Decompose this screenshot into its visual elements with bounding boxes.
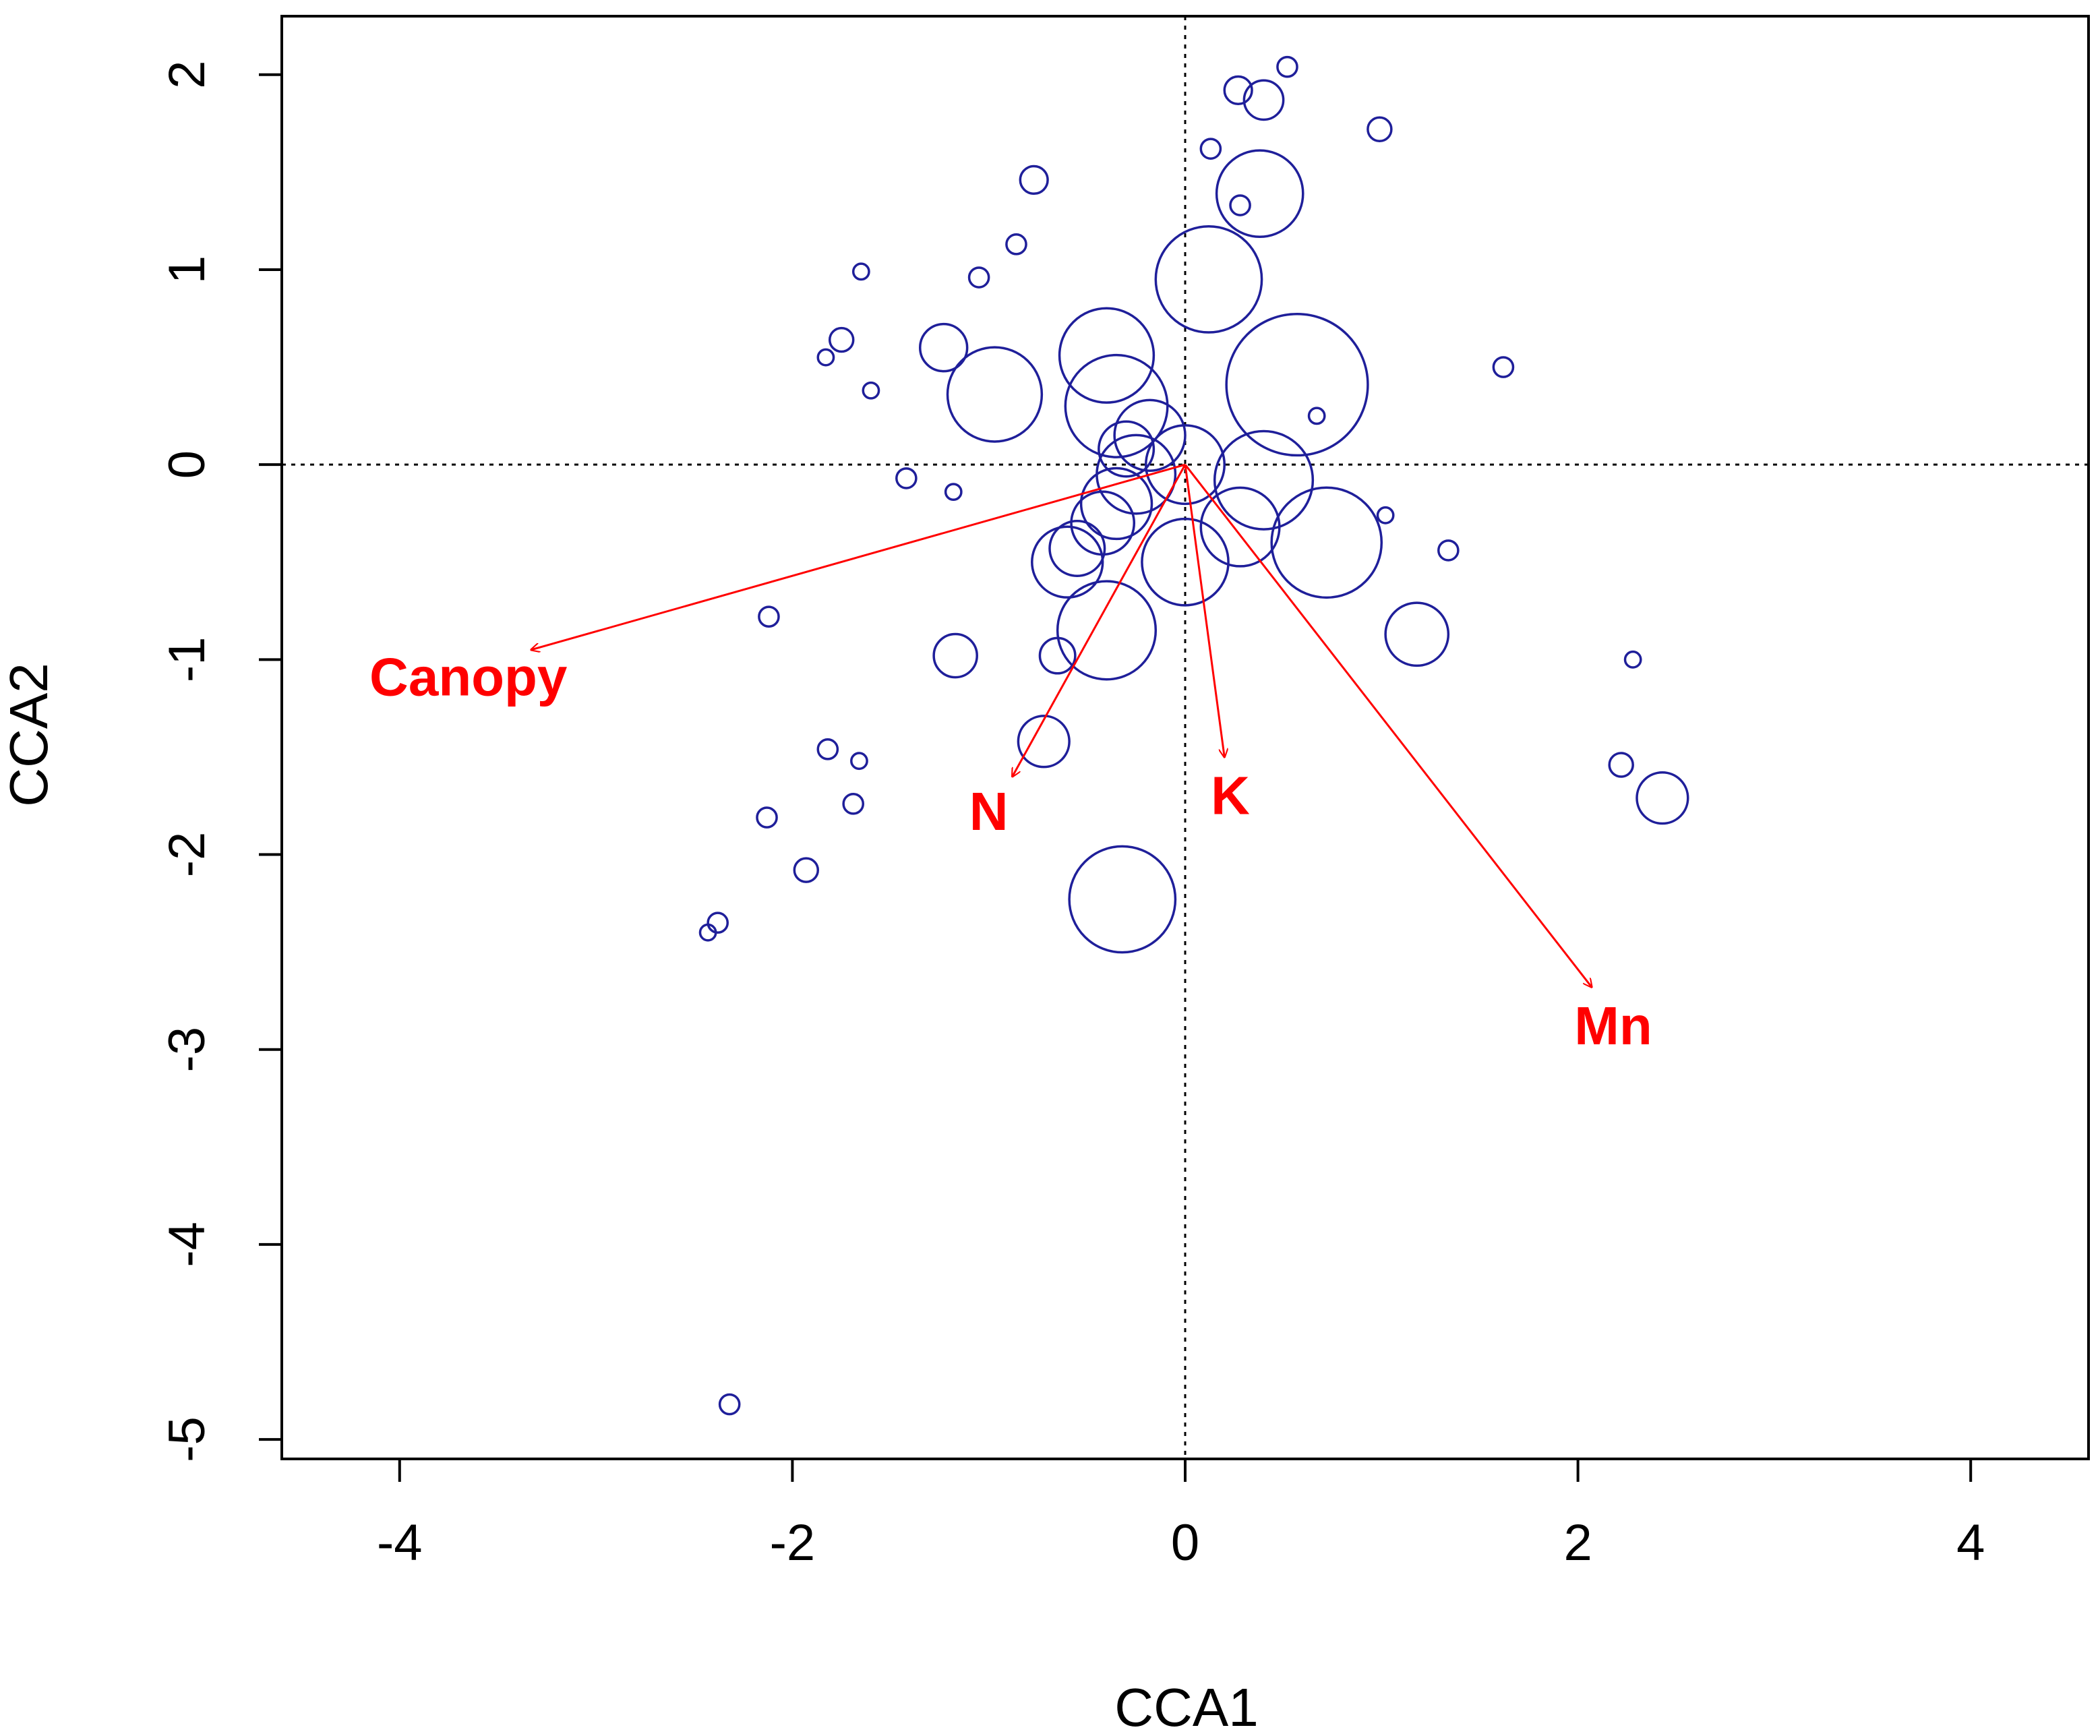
y-tick-label: 1 — [158, 256, 216, 284]
site-point — [1276, 55, 1298, 78]
site-point — [756, 806, 778, 829]
x-tick-label: -2 — [770, 1514, 816, 1572]
site-point — [851, 262, 870, 281]
site-point — [1019, 164, 1049, 196]
site-point — [895, 467, 918, 489]
site-point — [1608, 752, 1634, 778]
y-axis: -5 -4 -3 -2 -1 0 1 2 — [158, 61, 283, 1462]
site-points — [698, 55, 1689, 1416]
site-point — [1070, 490, 1136, 556]
site-point — [1017, 715, 1071, 769]
site-point — [1225, 312, 1369, 457]
site-point — [758, 605, 780, 628]
site-point — [1492, 356, 1515, 378]
site-point — [944, 483, 963, 502]
environment-vectors: Canopy N K Mn — [369, 463, 1652, 1056]
site-point — [1213, 429, 1315, 531]
site-point — [1623, 650, 1642, 669]
site-point — [1199, 138, 1222, 160]
site-point — [816, 738, 839, 760]
x-tick-label: 2 — [1563, 1514, 1592, 1572]
site-point — [707, 911, 729, 934]
site-point — [967, 266, 990, 289]
y-tick-label: -4 — [158, 1222, 216, 1267]
site-point — [1068, 845, 1177, 954]
site-point — [1199, 486, 1281, 568]
site-point — [1113, 398, 1187, 472]
site-point — [1229, 194, 1251, 216]
site-point — [1636, 771, 1689, 825]
site-point — [1048, 519, 1106, 578]
site-point — [1056, 580, 1158, 681]
y-tick-label: 0 — [158, 450, 216, 479]
site-point — [1242, 79, 1285, 121]
vector-arrow-mn — [1184, 464, 1592, 987]
x-axis-title: CCA1 — [1114, 1677, 1258, 1736]
vector-label-k: K — [1211, 766, 1250, 826]
reference-lines — [282, 16, 2089, 1459]
x-axis: -4 -2 0 2 4 — [377, 1458, 1985, 1572]
site-point — [1384, 601, 1450, 667]
site-point — [1038, 636, 1077, 675]
site-point — [1031, 525, 1104, 599]
site-point — [932, 632, 978, 679]
site-point — [1270, 486, 1383, 599]
x-tick-label: 4 — [1956, 1514, 1985, 1572]
site-point — [1154, 225, 1263, 334]
site-point — [1437, 539, 1460, 562]
site-point — [1058, 307, 1156, 404]
vector-label-n: N — [969, 781, 1009, 841]
site-point — [918, 322, 969, 373]
site-point — [1376, 506, 1395, 525]
site-point — [1141, 517, 1230, 607]
site-point — [816, 348, 835, 367]
site-point — [1367, 116, 1393, 142]
site-point — [1223, 75, 1253, 106]
site-point — [1144, 424, 1226, 506]
x-tick-label: -4 — [377, 1514, 423, 1572]
site-point — [862, 381, 880, 400]
vector-arrow-k — [1184, 464, 1224, 757]
y-tick-label: -3 — [158, 1027, 216, 1073]
site-point — [842, 793, 865, 815]
site-point — [1215, 149, 1304, 238]
vector-arrow-n — [1013, 464, 1187, 777]
y-axis-title: CCA2 — [0, 663, 59, 806]
site-point — [1005, 233, 1027, 256]
site-point — [946, 346, 1044, 443]
site-point — [1064, 353, 1169, 458]
site-point — [1307, 407, 1326, 425]
vector-arrow-canopy — [531, 463, 1186, 650]
vector-label-canopy: Canopy — [369, 647, 568, 707]
site-point — [698, 923, 717, 942]
x-tick-label: 0 — [1171, 1514, 1199, 1572]
site-point — [1079, 467, 1153, 541]
site-point — [1098, 420, 1156, 478]
site-point — [828, 326, 855, 353]
site-point — [718, 1393, 741, 1416]
y-tick-label: -1 — [158, 637, 216, 683]
site-point — [793, 857, 820, 883]
vector-label-mn: Mn — [1574, 996, 1652, 1056]
y-tick-label: -2 — [158, 832, 216, 878]
y-tick-label: -5 — [158, 1416, 216, 1462]
site-point — [850, 752, 868, 771]
y-tick-label: 2 — [158, 61, 216, 89]
